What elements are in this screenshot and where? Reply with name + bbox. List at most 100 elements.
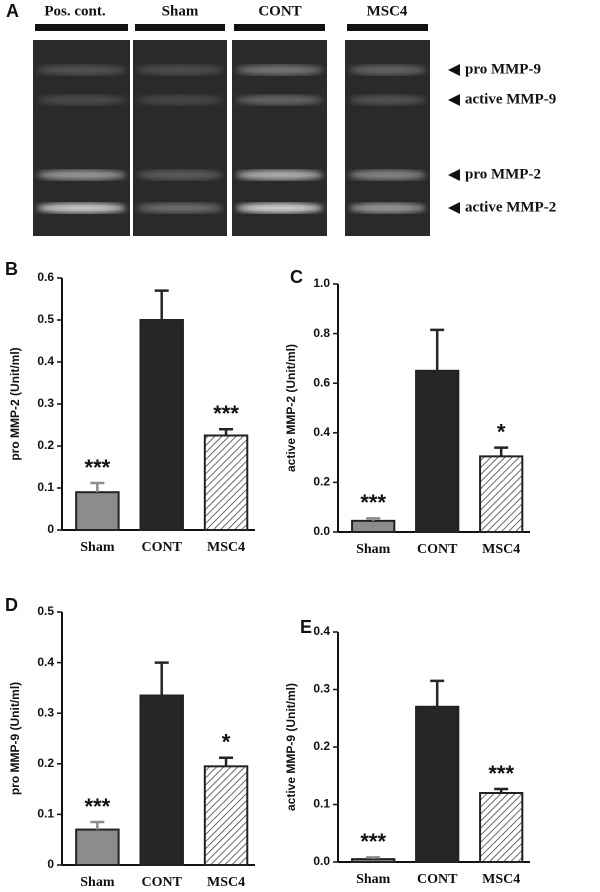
gel-band xyxy=(349,170,426,180)
band-arrow xyxy=(448,94,460,106)
y-tick-label: 0.3 xyxy=(313,682,330,696)
gel-band xyxy=(236,203,323,213)
y-tick-label: 0.0 xyxy=(313,524,330,538)
panel-label: B xyxy=(5,259,18,279)
y-tick-label: 0.8 xyxy=(313,326,330,340)
bar xyxy=(75,828,120,867)
bar xyxy=(415,705,460,863)
y-axis-label: active MMP-2 (Unit/ml) xyxy=(284,344,298,472)
gel-band xyxy=(236,95,323,105)
y-tick-label: 0.1 xyxy=(37,807,54,821)
y-tick-label: 0.0 xyxy=(313,854,330,868)
lane-label: CONT xyxy=(258,3,301,19)
x-tick-label: Sham xyxy=(356,542,391,557)
error-bar xyxy=(90,820,105,830)
bar xyxy=(479,792,524,863)
error-bar xyxy=(154,661,169,696)
x-tick-label: Sham xyxy=(80,540,115,555)
y-tick-label: 0.3 xyxy=(37,396,54,410)
band-arrow xyxy=(448,202,460,214)
y-tick-label: 0.2 xyxy=(313,739,330,753)
y-tick-label: 0.3 xyxy=(37,705,54,719)
significance: *** xyxy=(85,455,111,480)
panel-label: A xyxy=(6,1,19,21)
error-bar xyxy=(219,427,234,436)
error-bar xyxy=(219,756,234,767)
band-label: active MMP-2 xyxy=(465,199,556,215)
y-tick-label: 0.4 xyxy=(313,425,330,439)
lane-bar xyxy=(35,24,128,31)
band-label: pro MMP-9 xyxy=(465,61,541,77)
y-axis-label: pro MMP-2 (Unit/ml) xyxy=(8,347,22,460)
y-tick-label: 1.0 xyxy=(313,276,330,290)
y-tick-label: 0.4 xyxy=(37,354,54,368)
y-tick-label: 0.2 xyxy=(313,475,330,489)
y-tick-label: 0.4 xyxy=(37,655,54,669)
error-bar xyxy=(154,289,169,320)
y-tick-label: 0.5 xyxy=(37,604,54,618)
significance: *** xyxy=(213,401,239,426)
bar xyxy=(415,369,460,533)
y-tick-label: 0.4 xyxy=(313,624,330,638)
y-tick-label: 0.2 xyxy=(37,756,54,770)
gel-band xyxy=(236,170,323,180)
lane-bar xyxy=(347,24,428,31)
error-bar xyxy=(430,679,445,707)
gel-band xyxy=(349,65,426,75)
gel-band xyxy=(37,203,126,213)
band-arrow xyxy=(448,64,460,76)
x-tick-label: Sham xyxy=(356,872,391,887)
y-tick-label: 0.1 xyxy=(37,480,54,494)
gel-band xyxy=(37,95,126,105)
panel-label: C xyxy=(290,267,303,287)
significance: * xyxy=(497,419,506,444)
y-axis-label: pro MMP-9 (Unit/ml) xyxy=(8,682,22,795)
y-tick-label: 0.6 xyxy=(313,375,330,389)
error-bar xyxy=(494,787,509,793)
gel-band xyxy=(137,95,223,105)
y-tick-label: 0.2 xyxy=(37,438,54,452)
error-bar xyxy=(430,328,445,371)
gel-band xyxy=(137,170,223,180)
x-tick-label: MSC4 xyxy=(482,542,520,557)
bar xyxy=(139,319,184,531)
lane-label: Pos. cont. xyxy=(44,3,105,19)
x-tick-label: CONT xyxy=(141,540,182,555)
gel-band xyxy=(37,170,126,180)
significance: *** xyxy=(85,794,111,819)
bar xyxy=(351,858,396,863)
band-label: active MMP-9 xyxy=(465,91,556,107)
error-bar xyxy=(494,446,509,457)
bar xyxy=(75,491,120,532)
bar xyxy=(479,455,524,533)
band-label: pro MMP-2 xyxy=(465,166,541,182)
lane-label: MSC4 xyxy=(367,3,408,19)
x-tick-label: MSC4 xyxy=(207,875,245,890)
x-tick-label: CONT xyxy=(417,872,458,887)
significance: *** xyxy=(360,490,386,515)
gel-band xyxy=(349,203,426,213)
gel-panel: A Pos. cont. Sham CONT MSC4 pro MMP-9 active M… xyxy=(6,1,556,236)
y-tick-label: 0 xyxy=(47,522,54,536)
x-tick-label: CONT xyxy=(141,875,182,890)
y-tick-label: 0.1 xyxy=(313,797,330,811)
y-tick-label: 0.5 xyxy=(37,312,54,326)
bar xyxy=(351,519,396,534)
lane-bar xyxy=(234,24,325,31)
gel-band xyxy=(349,95,426,105)
gel-band xyxy=(236,65,323,75)
x-tick-label: MSC4 xyxy=(482,872,520,887)
bar xyxy=(203,765,249,867)
panel-label: E xyxy=(300,617,312,637)
gel-band xyxy=(137,203,223,213)
gel-band xyxy=(137,65,223,75)
y-tick-label: 0.6 xyxy=(37,270,54,284)
lane-bar xyxy=(135,24,225,31)
panel-label: D xyxy=(5,595,18,615)
bar xyxy=(203,434,249,531)
significance: * xyxy=(222,730,231,755)
error-bar xyxy=(90,481,105,493)
y-tick-label: 0 xyxy=(47,857,54,871)
x-tick-label: Sham xyxy=(80,875,115,890)
